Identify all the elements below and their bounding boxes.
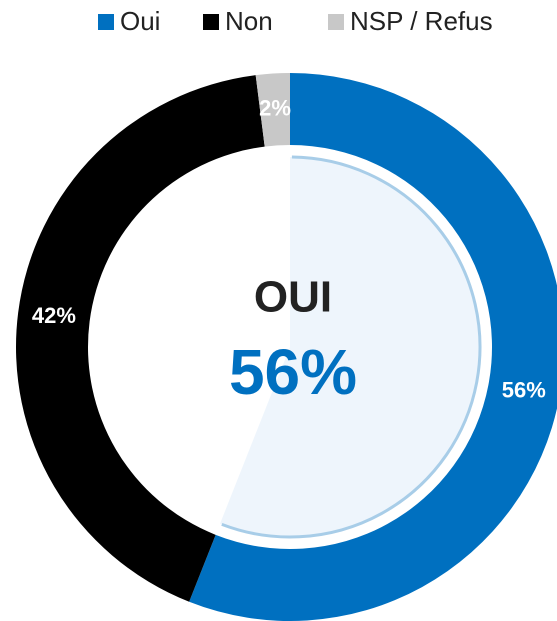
slice (189, 73, 557, 621)
slice (255, 73, 290, 147)
slice (16, 75, 265, 602)
legend-swatch (203, 14, 219, 30)
legend-text: NSP / Refus (350, 6, 493, 36)
slice-label: 2% (259, 95, 291, 120)
slice-label: 56% (502, 377, 546, 402)
legend-swatch (98, 14, 114, 30)
legend: Oui Non NSP / Refus (98, 6, 493, 36)
highlight-sector (220, 157, 480, 537)
slice-label: 42% (32, 303, 76, 328)
legend-swatch (328, 14, 344, 30)
center-value: 56% (229, 336, 357, 408)
legend-text: Non (225, 6, 273, 36)
legend-text: Oui (120, 6, 160, 36)
highlight-arc (221, 155, 482, 539)
center-label: OUI (254, 273, 332, 322)
slices: 56% 42% 2% (16, 73, 557, 621)
